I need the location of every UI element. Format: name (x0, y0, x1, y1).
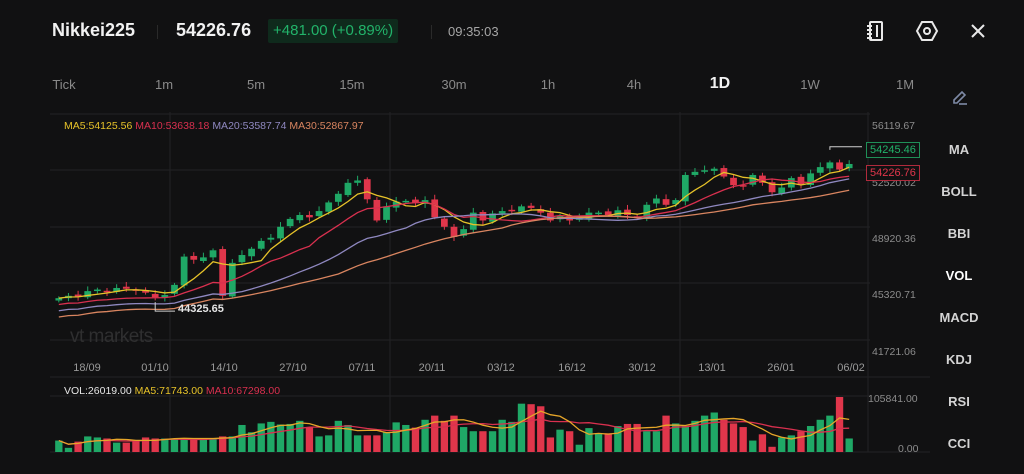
vt-markets-watermark: vt markets (70, 326, 153, 347)
tab-4h[interactable]: 4h (626, 77, 642, 92)
indicator-macd[interactable]: MACD (939, 310, 979, 325)
volume-legend: VOL:26019.00 MA5:71743.00 MA10:67298.00 (64, 385, 280, 397)
settings-hex-icon[interactable] (914, 18, 940, 44)
indicator-cci[interactable]: CCI (947, 436, 971, 451)
volume-axis-label: 105841.00 (868, 393, 918, 405)
low-price-marker: 44325.65 (178, 303, 224, 315)
indicator-kdj[interactable]: KDJ (945, 352, 972, 367)
price-axis-label: 45320.71 (872, 289, 916, 301)
tab-5m[interactable]: 5m (246, 77, 266, 92)
price-axis-label: 48920.36 (872, 233, 916, 245)
vol-ma10-value: MA10:67298.00 (205, 385, 281, 397)
date-label: 27/10 (279, 362, 307, 374)
tab-15m[interactable]: 15m (339, 77, 365, 92)
volume-value: VOL:26019.00 (64, 385, 132, 397)
volume-axis-label: 0.00 (898, 443, 919, 455)
current-price: 54226.76 (176, 20, 252, 40)
ma-legend: MA5:54125.56 MA10:53638.18 MA20:53587.74… (64, 120, 364, 132)
timeframe-tabs: Tick 1m 5m 15m 30m 1h 4h 1D 1W 1M (0, 70, 940, 102)
tab-1d[interactable]: 1D (709, 75, 731, 92)
divider (157, 25, 158, 39)
date-label: 14/10 (210, 362, 238, 374)
date-label: 20/11 (418, 362, 446, 374)
date-label: 01/10 (141, 362, 169, 374)
indicator-menu: MA BOLL BBI VOL MACD KDJ RSI CCI (930, 112, 1024, 462)
indicator-ma[interactable]: MA (948, 142, 970, 157)
current-price-tag: 54226.76 (866, 165, 920, 181)
close-icon[interactable] (965, 18, 991, 44)
tab-1m[interactable]: 1M (895, 77, 915, 92)
date-label: 26/01 (767, 362, 795, 374)
drawing-pencil-icon[interactable] (950, 86, 970, 106)
divider (431, 25, 432, 39)
date-label: 06/02 (837, 362, 865, 374)
high-price-tag: 54245.46 (866, 142, 920, 158)
date-label: 03/12 (487, 362, 515, 374)
ma10-value: MA10:53638.18 (135, 120, 210, 132)
indicator-bbi[interactable]: BBI (947, 226, 971, 241)
ma20-value: MA20:53587.74 (212, 120, 287, 132)
ma30-value: MA30:52867.97 (289, 120, 364, 132)
date-label: 13/01 (698, 362, 726, 374)
timestamp: 09:35:03 (448, 24, 499, 39)
candlestick-chart[interactable] (50, 112, 930, 462)
price-change-badge: +481.00 (+0.89%) (268, 19, 399, 43)
tab-tick[interactable]: Tick (52, 77, 76, 92)
date-label: 18/09 (73, 362, 101, 374)
tab-30m[interactable]: 30m (441, 77, 467, 92)
date-label: 30/12 (628, 362, 656, 374)
date-label: 07/11 (348, 362, 376, 374)
tab-1w[interactable]: 1W (800, 77, 820, 92)
symbol-name: Nikkei225 (52, 20, 136, 40)
notebook-icon[interactable] (862, 18, 888, 44)
price-axis-label: 56119.67 (872, 120, 916, 132)
tab-1h[interactable]: 1h (540, 77, 556, 92)
header-bar: Nikkei225 54226.76 +481.00 (+0.89%) 09:3… (0, 0, 1024, 64)
indicator-vol[interactable]: VOL (945, 268, 973, 283)
date-label: 16/12 (558, 362, 586, 374)
tab-1m[interactable]: 1m (154, 77, 174, 92)
price-axis-label: 41721.06 (872, 346, 916, 358)
indicator-boll[interactable]: BOLL (941, 184, 977, 199)
indicator-rsi[interactable]: RSI (948, 394, 970, 409)
ma5-value: MA5:54125.56 (64, 120, 133, 132)
vol-ma5-value: MA5:71743.00 (134, 385, 203, 397)
